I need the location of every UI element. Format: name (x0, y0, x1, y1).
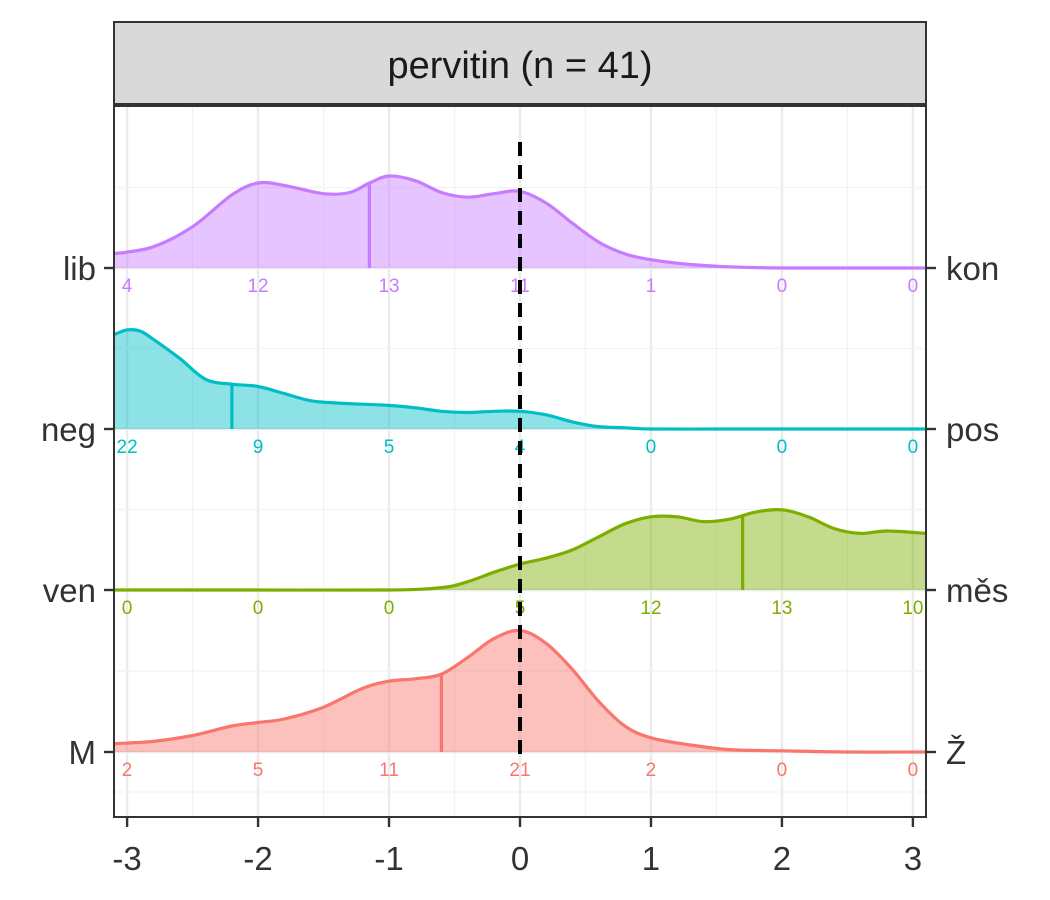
count-label: 2 (646, 760, 657, 781)
count-label: 9 (253, 437, 264, 458)
count-label: 13 (378, 276, 399, 297)
density-line (113, 174, 926, 270)
count-label: 12 (247, 276, 268, 297)
density-line (114, 507, 927, 592)
x-tick-label: 1 (642, 840, 660, 877)
count-label: 0 (122, 598, 133, 619)
density-area (114, 329, 926, 430)
density-area (114, 509, 926, 591)
y-label-left: lib (63, 250, 96, 287)
strip-title: pervitin (n = 41) (387, 45, 652, 87)
density-line (113, 327, 926, 431)
y-label-left: neg (41, 411, 96, 448)
x-tick-label: 0 (511, 840, 529, 877)
count-label: 0 (777, 276, 788, 297)
count-label: 21 (509, 760, 530, 781)
density-area (114, 630, 926, 753)
count-label: 5 (384, 437, 395, 458)
y-label-right: kon (946, 250, 999, 287)
count-label: 5 (253, 760, 264, 781)
count-label: 0 (777, 760, 788, 781)
count-label: 1 (646, 276, 657, 297)
x-tick-label: -3 (112, 840, 141, 877)
y-label-right: Ž (946, 734, 966, 771)
x-tick-label: 2 (773, 840, 791, 877)
strip-header (113, 21, 927, 105)
count-label: 22 (117, 437, 138, 458)
y-label-left: ven (43, 572, 96, 609)
count-label: 0 (253, 598, 264, 619)
ridge-M: 2 5 11 21 2 0 0 (113, 628, 927, 781)
count-label: 0 (777, 437, 788, 458)
count-label: 10 (902, 598, 923, 619)
count-label: 0 (646, 437, 657, 458)
x-tick-label: -1 (374, 840, 403, 877)
x-tick-label: -2 (243, 840, 272, 877)
count-label: 2 (122, 760, 133, 781)
x-tick-label: 3 (904, 840, 922, 877)
count-label: 0 (384, 598, 395, 619)
count-label: 0 (908, 276, 919, 297)
density-line (113, 628, 927, 754)
y-label-left: M (69, 734, 97, 771)
y-label-right: měs (946, 572, 1008, 609)
count-label: 4 (122, 276, 133, 297)
y-label-right: pos (946, 411, 999, 448)
count-label: 13 (771, 598, 792, 619)
count-label: 0 (908, 437, 919, 458)
count-label: 0 (908, 760, 919, 781)
count-label: 11 (379, 760, 399, 781)
count-label: 12 (640, 598, 661, 619)
